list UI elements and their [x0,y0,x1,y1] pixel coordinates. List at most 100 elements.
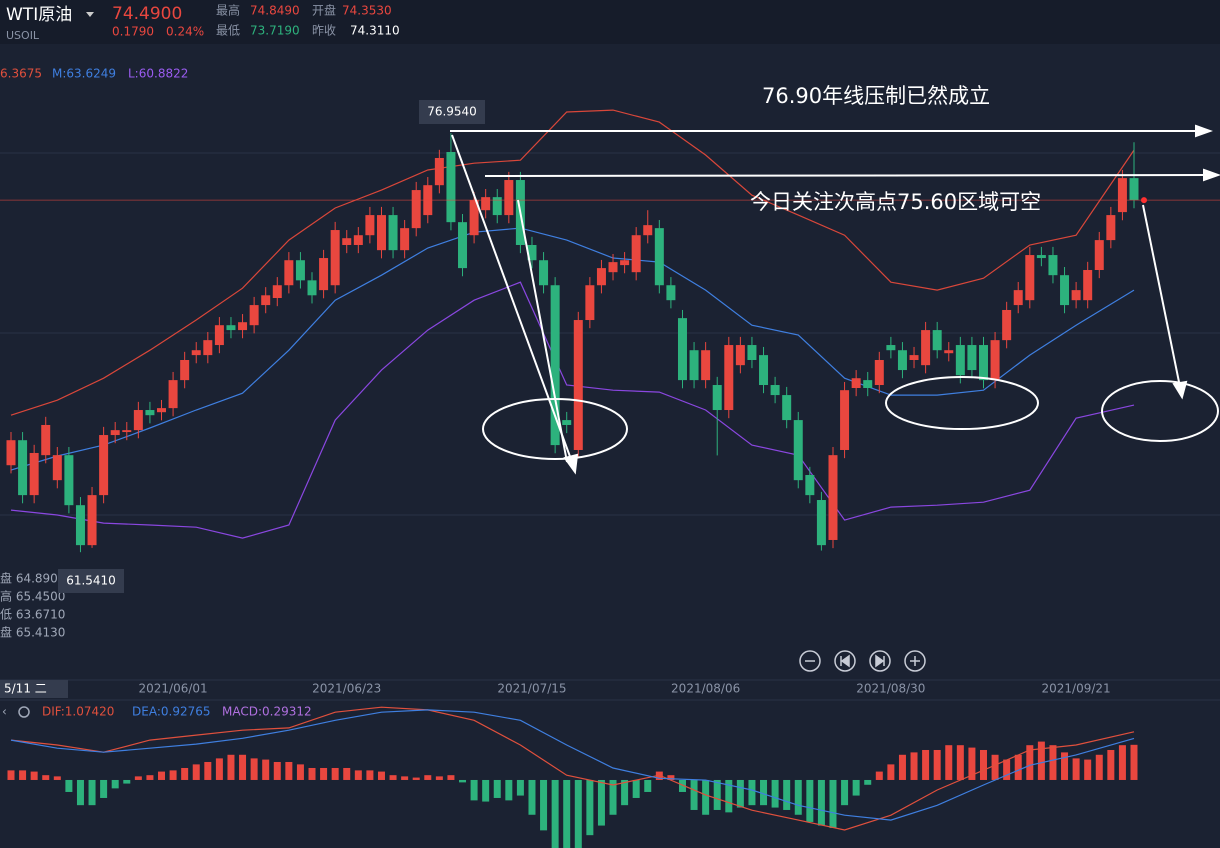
macd-bar [736,779,744,808]
candle-body [631,235,641,273]
hover-low: 低 63.6710 [0,608,65,622]
candle-body [793,420,803,481]
candle-body [805,475,815,496]
macd-bar [343,767,351,780]
arrow-line [1142,204,1181,388]
zoom-in-button[interactable] [904,650,926,672]
ellipse [1101,380,1219,442]
x-tick-label: 2021/08/30 [856,682,925,696]
candle-body [874,360,884,386]
x-tick-label: 2021/06/01 [138,682,207,696]
change-pct: 0.24% [166,25,204,39]
macd-bar [76,779,84,806]
candle-body [133,410,143,431]
macd-bar [493,779,501,798]
candle-body [689,350,699,381]
macd-bar [1014,754,1022,780]
indicator-line [10,281,1135,539]
macd-bar [621,779,629,806]
macd-bar [945,745,953,780]
macd-bar [204,761,212,780]
candle-body [1083,270,1093,301]
candle-body [122,430,132,433]
candle-body [481,197,491,211]
hover-high: 高 65.4500 [0,589,65,604]
candle-body [238,322,248,331]
candle-body [886,345,896,351]
macd-bar [829,779,837,828]
candle-body [400,228,410,251]
candle-body [654,228,664,286]
candle-body [1117,178,1127,213]
indicator-line [10,706,1135,831]
indicator-line [10,227,1135,471]
arrow-head [1203,168,1220,182]
arrow-head [1195,124,1213,138]
candle-body [319,258,329,291]
symbol[interactable]: WTI原油 [6,5,72,25]
next-button[interactable] [869,650,891,672]
macd-bar [678,779,686,792]
macd-bar [239,754,247,780]
arrow-line [451,134,573,463]
macd-bar [42,775,50,780]
macd-bar [887,764,895,780]
macd-bar [53,776,61,780]
x-tick-label: 2021/07/15 [497,682,566,696]
macd-bar [169,770,177,780]
arrow-line [484,174,1209,177]
candle-body [87,495,97,546]
candle-body [64,455,74,506]
candle-body [573,320,583,450]
candle-body [620,260,630,266]
candle-body [342,238,352,245]
macd-bar [794,779,802,815]
candle-body [967,345,977,371]
ellipse [885,376,1039,430]
nav-buttons [799,650,926,672]
candle-body [492,197,502,216]
macd-bar [968,747,976,780]
dropdown-caret[interactable] [86,12,94,17]
icon [910,656,920,666]
candle-body [446,152,456,223]
candle-body [955,345,965,376]
candle-body [353,235,363,245]
macd-bar [760,779,768,806]
candle-body [365,215,375,236]
dea-legend: DEA:0.92765 [132,705,211,719]
macd-bar [597,779,605,826]
candle-body [1048,255,1058,276]
macd-bar [817,779,825,826]
macd-bar [262,759,270,780]
macd-bar [1037,741,1045,780]
candle-body [388,215,398,251]
indicator-line [10,709,1135,821]
macd-bar [215,758,223,780]
candle-body [214,325,224,346]
x-tick-label: 2021/08/06 [671,682,740,696]
candle-body [1025,255,1035,301]
candle-body [29,452,39,496]
dif-legend: DIF:1.07420 [42,705,114,719]
settings-icon[interactable] [18,706,30,718]
zoom-out-button[interactable] [799,650,821,672]
macd-bar [748,779,756,806]
icon [875,654,885,668]
macd-bar [922,749,930,780]
macd-bar [377,771,385,780]
annotation: 今日关注次高点75.60区域可空 [750,190,1041,214]
prev-button[interactable] [834,650,856,672]
candle-body [816,500,826,546]
legend-arrow[interactable]: ‹ [2,705,7,719]
macd-bar [482,779,490,802]
candle-body [701,350,711,381]
candle-body [1071,290,1081,301]
macd-bar [864,779,872,785]
hover-close: 盘 65.4130 [0,625,65,640]
macd-bar [632,779,640,798]
candle-body [828,455,838,540]
macd-bar [308,767,316,780]
stat-label: 昨收 [312,24,336,38]
